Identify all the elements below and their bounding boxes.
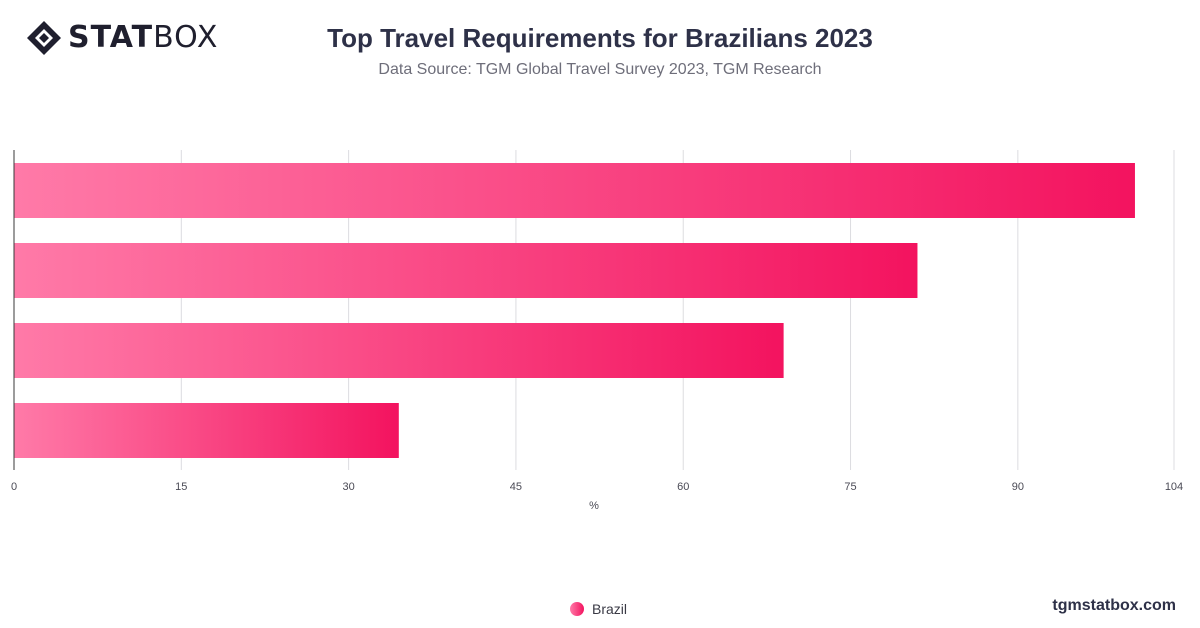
legend-label-brazil: Brazil: [592, 601, 628, 617]
chart-subtitle: Data Source: TGM Global Travel Survey 20…: [378, 61, 822, 78]
legend[interactable]: Brazil: [570, 601, 627, 617]
x-tick-label: 90: [1012, 481, 1024, 493]
x-tick-label: 15: [175, 481, 187, 493]
logo-light-text: BOX: [153, 20, 219, 55]
chart-title: Top Travel Requirements for Brazilians 2…: [327, 23, 873, 53]
x-tick-label: 30: [342, 481, 354, 493]
bar[interactable]: [14, 243, 918, 298]
x-tick-label: 45: [510, 481, 522, 493]
x-axis-label: %: [589, 500, 599, 512]
legend-marker: [570, 602, 584, 616]
x-tick-label: 75: [844, 481, 856, 493]
logo-wordmark: STATBOX: [68, 23, 218, 53]
x-tick-label: 60: [677, 481, 689, 493]
x-tick-labels: 0 15 30 45 60 75 90 104: [11, 481, 1183, 493]
footer-url[interactable]: tgmstatbox.com: [1052, 597, 1176, 614]
statbox-logo[interactable]: STATBOX: [26, 20, 218, 56]
diamond-logo-icon: [27, 21, 61, 55]
logo-strong-text: STAT: [68, 20, 154, 55]
bar[interactable]: [14, 163, 1135, 218]
x-tick-label: 0: [11, 481, 17, 493]
bars: [14, 163, 1135, 458]
bar[interactable]: [14, 403, 399, 458]
x-tick-label: 104: [1165, 481, 1183, 493]
bar[interactable]: [14, 323, 784, 378]
